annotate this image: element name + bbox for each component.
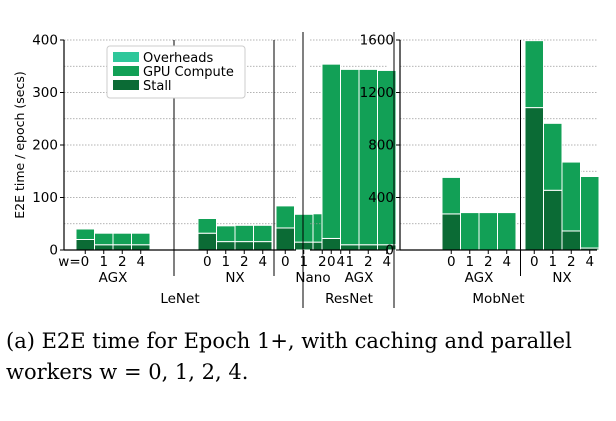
x-tick-label: 4	[382, 254, 391, 270]
bar-compute	[216, 225, 236, 243]
figure-caption: (a) E2E time for Epoch 1+, with caching …	[6, 326, 612, 388]
bar-compute	[543, 122, 563, 191]
bar-compute	[294, 213, 314, 243]
bar-compute	[340, 68, 360, 246]
bar-stall	[543, 189, 563, 251]
y-tick-label: 800	[368, 138, 394, 154]
bar-stall	[197, 232, 217, 251]
bar-compute	[580, 176, 600, 249]
model-label: LeNet	[160, 291, 199, 307]
bar-compute	[524, 40, 544, 109]
x-tick-label: 0	[281, 254, 290, 270]
legend-swatch	[113, 80, 139, 90]
legend-swatch	[113, 66, 139, 76]
bar-stall	[340, 244, 360, 251]
x-tick-label: 0	[327, 254, 336, 270]
legend-swatch	[113, 52, 139, 62]
bar-stall	[234, 241, 254, 251]
bar-compute	[497, 212, 517, 251]
bar-stall	[561, 230, 581, 251]
x-tick-label: 2	[484, 254, 493, 270]
legend-label: GPU Compute	[143, 65, 234, 80]
model-label: MobNet	[472, 291, 524, 307]
x-tick-label: 4	[502, 254, 511, 270]
bar-stall	[75, 239, 95, 251]
device-label: AGX	[99, 270, 128, 286]
x-tick-label: 4	[336, 254, 345, 270]
x-tick-label: 4	[585, 254, 594, 270]
x-tick-label: 4	[136, 254, 145, 270]
bar-stall	[524, 107, 544, 251]
bar-compute	[321, 63, 341, 239]
device-label: NX	[225, 270, 244, 286]
bar-compute	[131, 232, 151, 246]
y-tick-label: 1200	[360, 85, 394, 101]
bar-compute	[75, 228, 95, 240]
x-tick-label: w=0	[58, 254, 89, 270]
x-tick-label: 1	[345, 254, 354, 270]
bar-stall	[253, 241, 273, 251]
device-label: Nano	[295, 270, 330, 286]
device-label: AGX	[345, 270, 374, 286]
x-tick-label: 0	[447, 254, 456, 270]
x-tick-label: 1	[548, 254, 557, 270]
x-tick-label: 1	[99, 254, 108, 270]
bar-stall	[275, 227, 295, 251]
model-label: ResNet	[325, 291, 373, 307]
device-label: NX	[552, 270, 571, 286]
bar-compute	[460, 212, 480, 251]
y-axis-label: E2E time / epoch (secs)	[12, 71, 27, 219]
x-tick-label: 0	[203, 254, 212, 270]
bar-compute	[94, 232, 114, 246]
x-tick-label: 1	[221, 254, 230, 270]
y-tick-label: 300	[32, 85, 58, 101]
bar-compute	[441, 176, 461, 215]
y-tick-label: 0	[385, 243, 394, 259]
bar-compute	[234, 224, 254, 243]
bar-compute	[253, 224, 273, 243]
y-tick-label: 0	[49, 243, 58, 259]
x-tick-label: 2	[318, 254, 327, 270]
bar-stall	[441, 213, 461, 251]
x-tick-label: 1	[465, 254, 474, 270]
bar-compute	[112, 232, 132, 246]
bar-stall	[216, 241, 236, 251]
x-tick-label: 4	[258, 254, 267, 270]
y-tick-label: 200	[32, 138, 58, 154]
x-tick-label: 0	[530, 254, 539, 270]
bar-stall	[321, 237, 341, 251]
bar-stall	[294, 241, 314, 251]
bar-compute	[197, 218, 217, 234]
bar-stall	[358, 244, 378, 251]
x-tick-label: 1	[299, 254, 308, 270]
bar-stall	[94, 244, 114, 251]
bar-compute	[478, 212, 498, 251]
y-tick-label: 400	[32, 33, 58, 49]
bar-compute	[561, 161, 581, 232]
x-tick-label: 2	[364, 254, 373, 270]
caption-line-2: workers w = 0, 1, 2, 4.	[6, 360, 249, 384]
device-label: AGX	[465, 270, 494, 286]
bar-stall	[112, 244, 132, 251]
y-tick-label: 400	[368, 190, 394, 206]
x-tick-label: 2	[240, 254, 249, 270]
bar-compute	[275, 205, 295, 229]
bar-stall	[131, 244, 151, 251]
caption-line-1: (a) E2E time for Epoch 1+, with caching …	[6, 329, 572, 353]
y-tick-label: 100	[32, 190, 58, 206]
legend-label: Overheads	[143, 51, 213, 66]
legend-label: Stall	[143, 79, 172, 94]
legend-box	[106, 45, 246, 99]
x-tick-label: 2	[567, 254, 576, 270]
y-tick-label: 1600	[360, 33, 394, 49]
bar-compute	[377, 69, 397, 246]
x-tick-label: 2	[118, 254, 127, 270]
